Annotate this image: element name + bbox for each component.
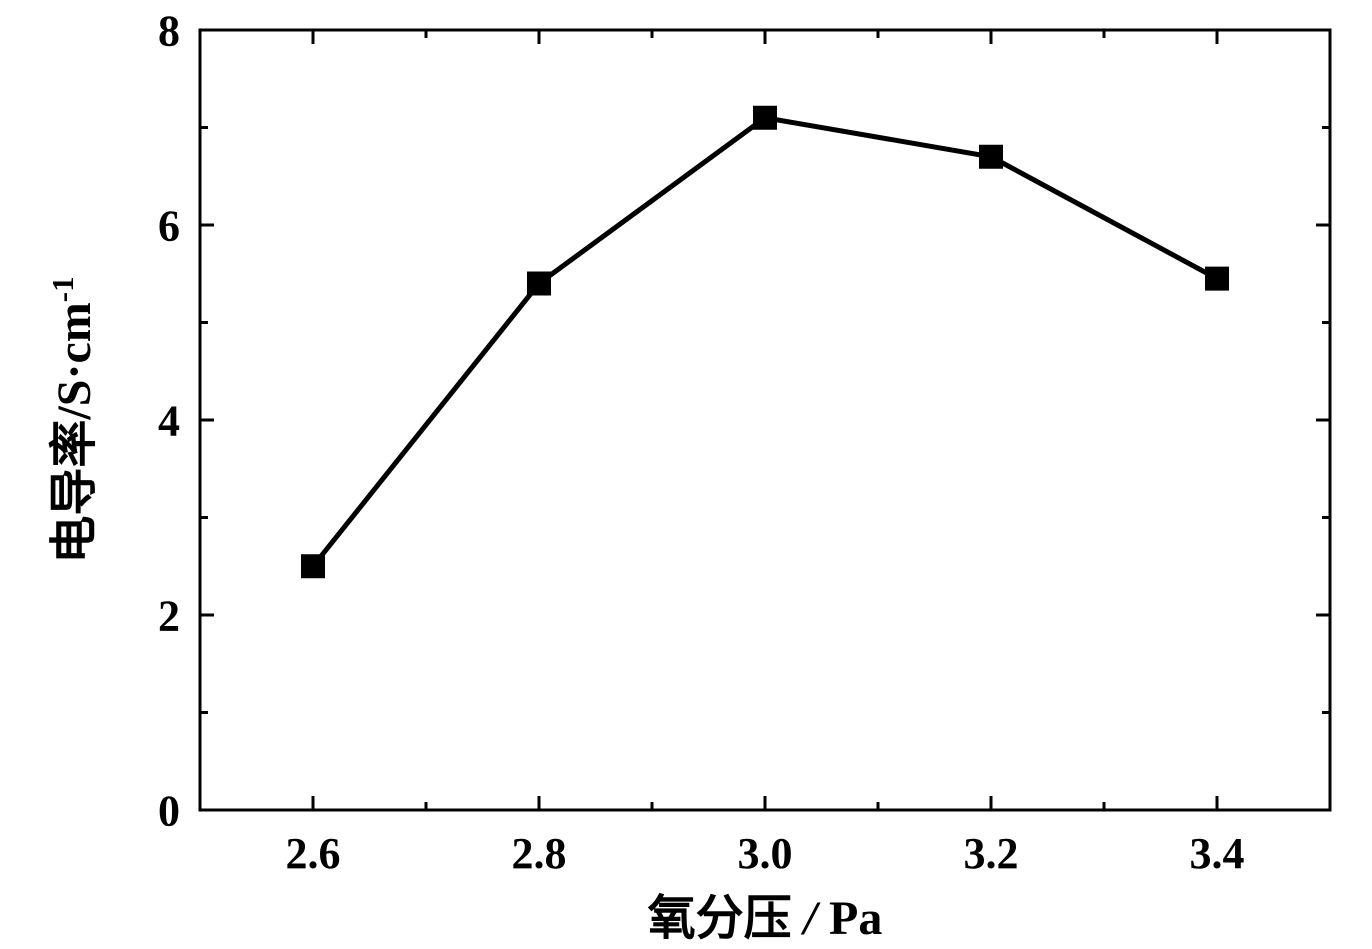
chart-container: 2.6 2.8 3.0 3.2 3.4 0 2 4 6 8 氧分压 / Pa 电导率/S·cm-1 bbox=[0, 0, 1372, 949]
y-tick-label: 6 bbox=[158, 201, 180, 250]
x-tick-label: 2.8 bbox=[512, 829, 567, 878]
data-marker bbox=[980, 146, 1002, 168]
x-tick-label: 3.4 bbox=[1190, 829, 1245, 878]
x-tick-label: 3.2 bbox=[964, 829, 1019, 878]
data-marker bbox=[302, 555, 324, 577]
y-tick-label: 4 bbox=[158, 396, 180, 445]
x-axis-label: 氧分压 / Pa bbox=[648, 892, 883, 945]
y-tick-label: 8 bbox=[158, 6, 180, 55]
data-marker bbox=[1206, 268, 1228, 290]
x-tick-label: 2.6 bbox=[286, 829, 341, 878]
x-tick-label: 3.0 bbox=[738, 829, 793, 878]
y-tick-label: 0 bbox=[158, 786, 180, 835]
y-tick-label: 2 bbox=[158, 591, 180, 640]
data-marker bbox=[528, 273, 550, 295]
line-chart: 2.6 2.8 3.0 3.2 3.4 0 2 4 6 8 氧分压 / Pa 电导率/S·cm-1 bbox=[0, 0, 1372, 949]
data-marker bbox=[754, 107, 776, 129]
y-axis-label: 电导率/S·cm-1 bbox=[45, 276, 102, 563]
